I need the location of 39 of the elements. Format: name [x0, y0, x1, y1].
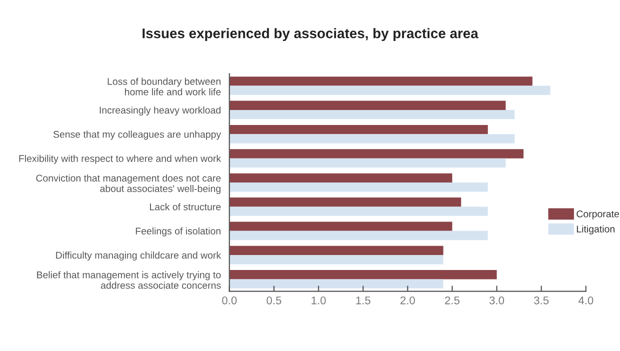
- x-tick-label: 4.0: [578, 296, 594, 304]
- y-tick-label: Belief that management is actively trying to address associate concerns: [37, 271, 221, 289]
- chart-title: Issues experienced by associates, by practice area: [142, 28, 478, 42]
- bar: [229, 198, 462, 207]
- y-tick-label: Conviction that management does not care about associates' well-being: [36, 174, 221, 194]
- y-tick-label: Loss of boundary between home life and work life: [108, 78, 221, 96]
- y-tick-label: Flexibility with respect to where and when work: [19, 154, 222, 164]
- legend-label: Litigation: [576, 225, 614, 234]
- bar: [229, 173, 452, 183]
- bar: [229, 206, 488, 216]
- y-tick-label: Sense that my colleagues are unhappy: [53, 130, 222, 140]
- legend-label: Corporate: [576, 210, 619, 220]
- bar: [229, 124, 488, 134]
- x-tick-label: 1.0: [312, 296, 326, 304]
- bar: [229, 222, 452, 231]
- x-tick-label: 3.5: [534, 296, 549, 304]
- bar: [229, 110, 515, 120]
- bar: [229, 230, 488, 240]
- x-tick-label: 0.5: [266, 296, 282, 304]
- y-tick-label: Difficulty managing childcare and work: [56, 252, 222, 261]
- bar: [229, 158, 506, 168]
- bar: [229, 100, 506, 110]
- y-tick-label: Increasingly heavy workload: [100, 106, 220, 116]
- bar: [229, 149, 524, 158]
- y-tick-label: Feelings of isolation: [136, 227, 220, 236]
- bar: [229, 246, 444, 256]
- bar: [229, 134, 515, 144]
- x-tick-label: 0.0: [222, 296, 237, 304]
- bar: [229, 76, 532, 86]
- bar: [229, 279, 444, 288]
- bar: [229, 182, 488, 192]
- x-tick-label: 2.0: [400, 296, 415, 304]
- y-tick-label: Lack of structure: [150, 203, 221, 210]
- x-tick-label: 2.5: [445, 296, 460, 304]
- bar: [229, 270, 497, 280]
- x-tick-label: 3.0: [489, 296, 504, 304]
- bar: [229, 255, 444, 264]
- x-tick-label: 1.5: [356, 296, 370, 304]
- bar: [229, 86, 550, 95]
